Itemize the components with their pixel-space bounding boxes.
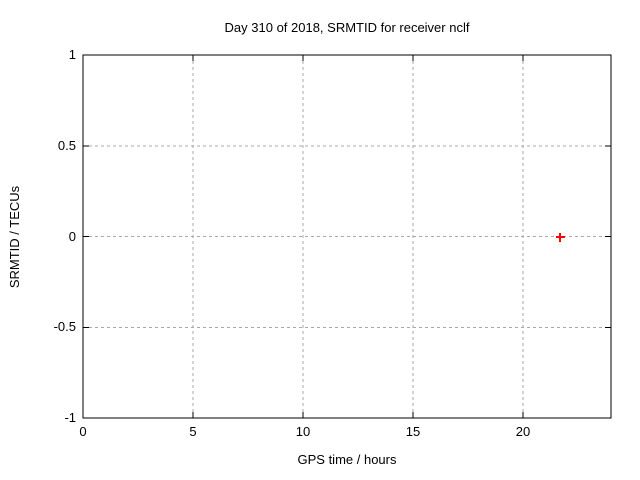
y-tick-label: 1 [68, 47, 76, 62]
y-tick-label: -0.5 [53, 319, 76, 335]
x-tick-label: 20 [515, 424, 531, 439]
y-tick-label: 0 [68, 228, 76, 244]
x-tick-label: 15 [405, 424, 421, 439]
y-tick-label: -1 [64, 410, 76, 425]
x-tick-label: 0 [79, 424, 87, 439]
x-tick-label: 5 [189, 424, 197, 439]
x-axis-label: GPS time / hours [297, 452, 397, 467]
x-tick-label: 10 [295, 424, 311, 439]
y-tick-label: 0.5 [57, 137, 76, 153]
chart-title: Day 310 of 2018, SRMTID for receiver ncl… [224, 20, 470, 35]
